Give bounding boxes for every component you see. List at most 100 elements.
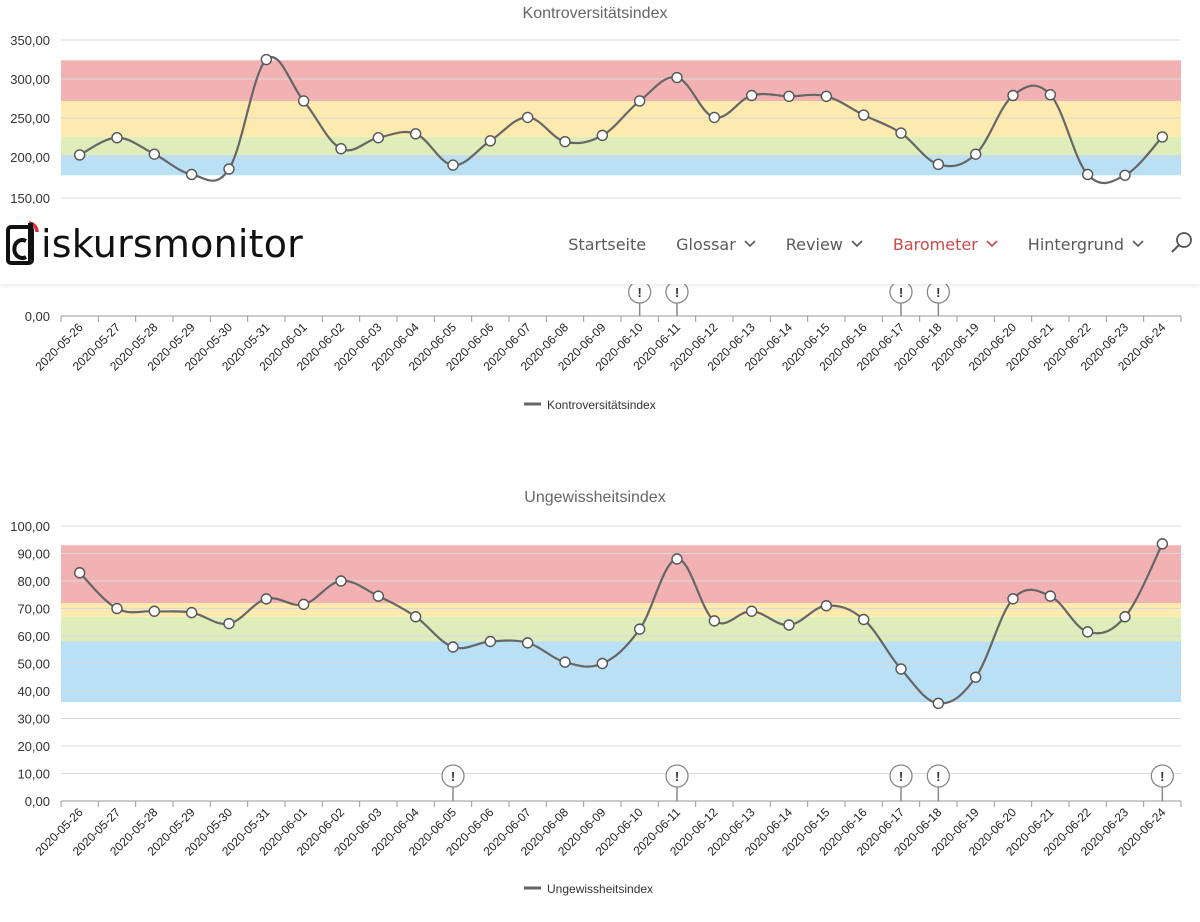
- data-point: [372, 132, 385, 144]
- data-point: [1044, 590, 1057, 602]
- y-tick-label: 90,00: [17, 547, 50, 562]
- nav-item-hintergrund[interactable]: Hintergrund: [1028, 235, 1144, 254]
- event-marker-label: !: [1160, 769, 1164, 784]
- nav-item-review[interactable]: Review: [786, 235, 863, 254]
- y-tick-label: 60,00: [17, 629, 50, 644]
- threshold-band: [61, 154, 1181, 176]
- data-point: [671, 553, 683, 565]
- diskursmonitor-logo[interactable]: iskursmonitor: [4, 220, 303, 268]
- logo-d-icon: [4, 221, 40, 267]
- event-marker: !: [926, 764, 950, 801]
- data-point: [185, 168, 198, 181]
- event-marker: !: [665, 280, 689, 316]
- data-point: [148, 148, 161, 160]
- event-marker: !: [665, 764, 689, 801]
- y-tick-label: 300,00: [10, 72, 50, 87]
- chart-title: Kontroversitätsindex: [523, 5, 668, 22]
- chevron-down-icon: [744, 240, 756, 248]
- event-marker: !: [889, 764, 913, 801]
- data-point: [111, 602, 123, 615]
- data-point: [1081, 168, 1094, 181]
- data-point: [671, 71, 683, 84]
- y-tick-label: 200,00: [10, 150, 50, 165]
- y-tick-label: 350,00: [10, 33, 50, 48]
- nav-item-label: Startseite: [568, 234, 647, 254]
- event-marker-label: !: [936, 769, 940, 784]
- main-navigation: Startseite Glossar Review Barometer Hint…: [538, 204, 1144, 284]
- data-point: [708, 615, 721, 627]
- y-tick-label: 0,00: [25, 309, 50, 324]
- site-header: iskursmonitor Startseite Glossar Review …: [0, 204, 1200, 284]
- event-marker: !: [628, 280, 652, 316]
- data-point: [895, 127, 907, 139]
- data-point: [409, 128, 422, 140]
- event-marker-label: !: [899, 769, 903, 784]
- chart-1: Ungewissheitsindex 0,00 10,00 20,00 30,00 40,…: [10, 489, 1182, 896]
- data-point: [521, 637, 534, 649]
- nav-item-barometer[interactable]: Barometer: [893, 235, 998, 254]
- search-icon[interactable]: [1170, 231, 1194, 255]
- data-point: [895, 663, 907, 675]
- nav-item-label: Review: [785, 234, 843, 254]
- data-point: [260, 593, 273, 605]
- chevron-down-icon: [986, 240, 998, 248]
- data-point: [223, 163, 235, 175]
- data-point: [1081, 626, 1094, 638]
- event-marker-circle: [1150, 764, 1174, 788]
- y-tick-label: 50,00: [17, 657, 50, 672]
- data-point: [447, 159, 459, 171]
- data-point: [73, 149, 86, 161]
- nav-item-startseite[interactable]: Startseite: [568, 235, 646, 254]
- threshold-band: [61, 136, 1181, 155]
- legend: Kontroversitätsindex: [524, 398, 656, 412]
- threshold-band: [61, 60, 1181, 101]
- data-point: [409, 611, 422, 623]
- event-marker-label: !: [936, 285, 940, 300]
- data-point: [335, 575, 347, 587]
- data-point: [708, 111, 721, 124]
- data-point: [820, 600, 833, 612]
- data-point: [932, 158, 945, 171]
- event-marker-circle: [926, 764, 950, 788]
- y-tick-label: 80,00: [17, 574, 50, 589]
- chevron-down-icon: [851, 240, 863, 248]
- y-tick-label: 10,00: [17, 767, 50, 782]
- y-tick-label: 100,00: [10, 519, 50, 534]
- event-marker-circle: [889, 764, 913, 788]
- event-marker-label: !: [675, 285, 679, 300]
- data-point: [1044, 89, 1057, 101]
- y-tick-label: 20,00: [17, 739, 50, 754]
- nav-item-label: Glossar: [676, 234, 736, 254]
- data-point: [1156, 538, 1169, 550]
- y-tick-label: 150,00: [10, 191, 50, 206]
- y-tick-label: 30,00: [17, 712, 50, 727]
- data-point: [783, 619, 795, 631]
- legend: Ungewissheitsindex: [524, 882, 653, 896]
- y-tick-label: 0,00: [25, 794, 50, 809]
- data-point: [633, 95, 646, 107]
- legend-label: Kontroversitätsindex: [547, 398, 656, 412]
- data-point: [1156, 131, 1169, 143]
- data-point: [820, 90, 833, 102]
- nav-item-glossar[interactable]: Glossar: [676, 235, 756, 254]
- event-marker-label: !: [675, 769, 679, 784]
- data-point: [1007, 89, 1019, 102]
- series-line: [79, 56, 1164, 184]
- legend-label: Ungewissheitsindex: [547, 882, 653, 896]
- data-point: [484, 135, 497, 147]
- event-marker-label: !: [637, 285, 641, 300]
- data-point: [521, 111, 534, 124]
- data-point: [111, 132, 123, 144]
- event-marker: !: [441, 764, 465, 801]
- data-point: [969, 671, 982, 683]
- data-point: [745, 89, 758, 102]
- data-point: [857, 109, 870, 121]
- data-point: [596, 129, 609, 142]
- data-point: [335, 142, 347, 155]
- y-tick-label: 250,00: [10, 111, 50, 126]
- data-point: [372, 590, 385, 602]
- data-point: [633, 623, 646, 635]
- event-marker: !: [1150, 764, 1174, 801]
- data-point: [559, 135, 571, 148]
